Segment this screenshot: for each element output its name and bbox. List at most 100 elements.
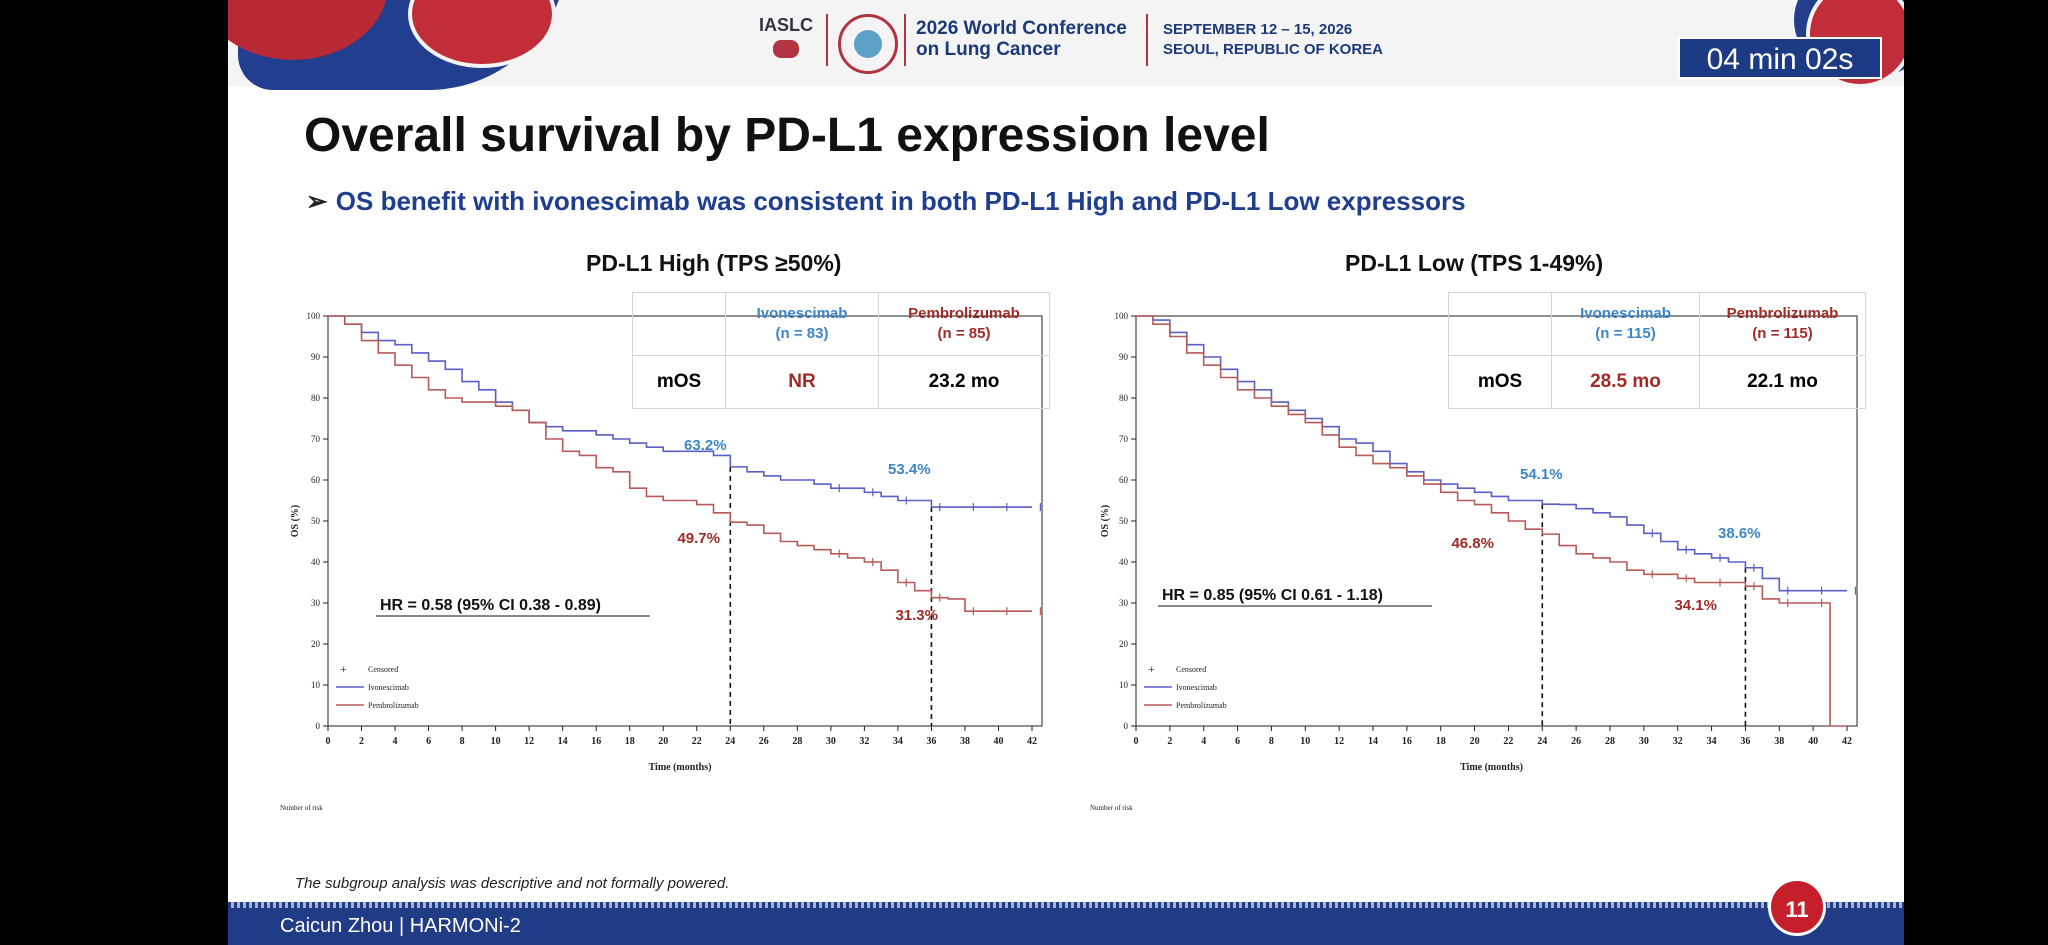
survival-rate-label: 38.6% (1718, 525, 1761, 542)
x-tick-label: 18 (1436, 736, 1446, 747)
x-tick-label: 36 (926, 736, 936, 747)
x-tick-label: 4 (393, 736, 398, 747)
mos-value-ivonescimab: NR (725, 355, 879, 409)
x-tick-label: 42 (1027, 736, 1037, 747)
y-tick-label: 20 (311, 639, 321, 649)
x-tick-label: 34 (893, 736, 903, 747)
y-tick-label: 20 (1119, 639, 1129, 649)
legend-censored-label: Censored (368, 665, 398, 674)
conference-name: 2026 World Conference on Lung Cancer (916, 18, 1146, 74)
iaslc-logo-text: IASLC (759, 15, 813, 35)
y-tick-label: 30 (1119, 598, 1129, 608)
chart-title-low: PD-L1 Low (TPS 1-49%) (1345, 250, 1604, 276)
mos-header-n: (n = 115) (1595, 325, 1656, 342)
y-tick-label: 70 (1119, 434, 1129, 444)
conference-name-line1: 2026 World Conference (916, 18, 1127, 39)
mos-header-n: (n = 83) (775, 325, 829, 342)
x-tick-label: 30 (1639, 736, 1649, 747)
y-tick-label: 0 (316, 721, 321, 731)
conference-location: SEOUL, REPUBLIC OF KOREA (1163, 41, 1384, 58)
mos-table-header-pembrolizumab: Pembrolizumab (n = 115) (1699, 292, 1866, 356)
survival-rate-label: 54.1% (1520, 466, 1563, 483)
km-curve-ivonescimab (1136, 315, 1847, 592)
legend-censored-symbol: + (340, 662, 347, 676)
y-tick-label: 50 (1119, 516, 1129, 526)
survival-rate-label: 31.3% (895, 607, 938, 624)
mos-table-corner (1448, 292, 1552, 356)
x-tick-label: 6 (1235, 736, 1240, 747)
mos-table-header-ivonescimab: Ivonescimab (n = 83) (725, 292, 879, 356)
x-tick-label: 24 (1537, 736, 1547, 747)
mos-row-label: mOS (1448, 355, 1552, 409)
risk-table-title: Number of risk (1090, 804, 1133, 812)
x-tick-label: 22 (1503, 736, 1513, 747)
hazard-ratio-text: HR = 0.85 (95% CI 0.61 - 1.18) (1162, 587, 1383, 604)
iaslc-logo: IASLC (756, 14, 816, 70)
km-curve-pembrolizumab (328, 315, 1032, 612)
legend-ivonescimab-label: Ivonescimab (1176, 683, 1217, 692)
x-tick-label: 30 (826, 736, 836, 747)
footnote: The subgroup analysis was descriptive an… (295, 875, 730, 892)
y-tick-label: 60 (1119, 475, 1129, 485)
x-tick-label: 40 (1808, 736, 1818, 747)
survival-rate-label: 46.8% (1451, 535, 1494, 552)
x-tick-label: 6 (426, 736, 431, 747)
mos-table-low: Ivonescimab (n = 115) Pembrolizumab (n = 1… (1448, 292, 1866, 409)
x-tick-label: 34 (1707, 736, 1717, 747)
presenter-name: Caicun Zhou | HARMONi-2 (280, 915, 521, 937)
conference-name-line2: on Lung Cancer (916, 39, 1061, 60)
x-tick-label: 18 (625, 736, 635, 747)
mos-table-corner (632, 292, 726, 356)
mos-value-pembrolizumab: 23.2 mo (878, 355, 1050, 409)
km-curve-ivonescimab (328, 315, 1032, 508)
y-axis-label: OS (%) (1100, 505, 1111, 538)
x-tick-label: 14 (558, 736, 568, 747)
y-tick-label: 40 (311, 557, 321, 567)
x-tick-label: 8 (460, 736, 465, 747)
y-tick-label: 40 (1119, 557, 1129, 567)
header-band: IASLC 2026 World Conference on Lung Canc… (228, 0, 1904, 90)
mos-value-pembrolizumab: 22.1 mo (1699, 355, 1866, 409)
y-tick-label: 80 (1119, 393, 1129, 403)
y-axis-label: OS (%) (290, 505, 301, 538)
x-tick-label: 28 (1605, 736, 1615, 747)
presentation-slide: IASLC 2026 World Conference on Lung Canc… (228, 0, 1904, 945)
x-tick-label: 16 (591, 736, 601, 747)
x-tick-label: 32 (859, 736, 869, 747)
mos-header-n: (n = 85) (937, 325, 991, 342)
y-tick-label: 50 (311, 516, 321, 526)
conference-dates: SEPTEMBER 12 – 15, 2026 SEOUL, REPUBLIC … (1163, 20, 1423, 76)
x-tick-label: 36 (1740, 736, 1750, 747)
y-tick-label: 10 (1119, 680, 1129, 690)
x-tick-label: 38 (1774, 736, 1784, 747)
arrow-bullet-icon: ➢ (306, 186, 328, 216)
footer-bar: Caicun Zhou | HARMONi-2 (228, 902, 1904, 945)
slide-bullet-text: OS benefit with ivonescimab was consiste… (335, 186, 1466, 216)
footer-dots (228, 902, 1904, 908)
x-tick-label: 32 (1673, 736, 1683, 747)
km-curve-pembrolizumab (1136, 315, 1847, 727)
x-axis-label: Time (months) (1460, 762, 1523, 773)
mos-header-name: Pembrolizumab (908, 305, 1020, 322)
mos-value-ivonescimab: 28.5 mo (1551, 355, 1700, 409)
x-tick-label: 42 (1842, 736, 1852, 747)
slide-bullet: ➢ OS benefit with ivonescimab was consist… (306, 186, 1466, 217)
x-tick-label: 20 (1470, 736, 1480, 747)
header-divider (1146, 14, 1148, 66)
y-tick-label: 70 (311, 434, 321, 444)
x-tick-label: 0 (1134, 736, 1139, 747)
survival-rate-label: 49.7% (677, 530, 720, 547)
legend-censored-label: Censored (1176, 665, 1206, 674)
risk-table-title: Number of risk (280, 804, 323, 812)
x-tick-label: 14 (1368, 736, 1378, 747)
mos-header-name: Ivonescimab (756, 305, 848, 322)
legend-pembrolizumab-label: Pembrolizumab (368, 701, 419, 710)
mos-table-high: Ivonescimab (n = 83) Pembrolizumab (n = 85… (632, 292, 1050, 409)
header-divider (826, 14, 828, 66)
x-tick-label: 12 (1334, 736, 1344, 747)
x-tick-label: 2 (1167, 736, 1172, 747)
x-tick-label: 26 (759, 736, 769, 747)
legend-ivonescimab-label: Ivonescimab (368, 683, 409, 692)
survival-rate-label: 53.4% (888, 461, 931, 478)
legend-censored-symbol: + (1148, 662, 1155, 676)
